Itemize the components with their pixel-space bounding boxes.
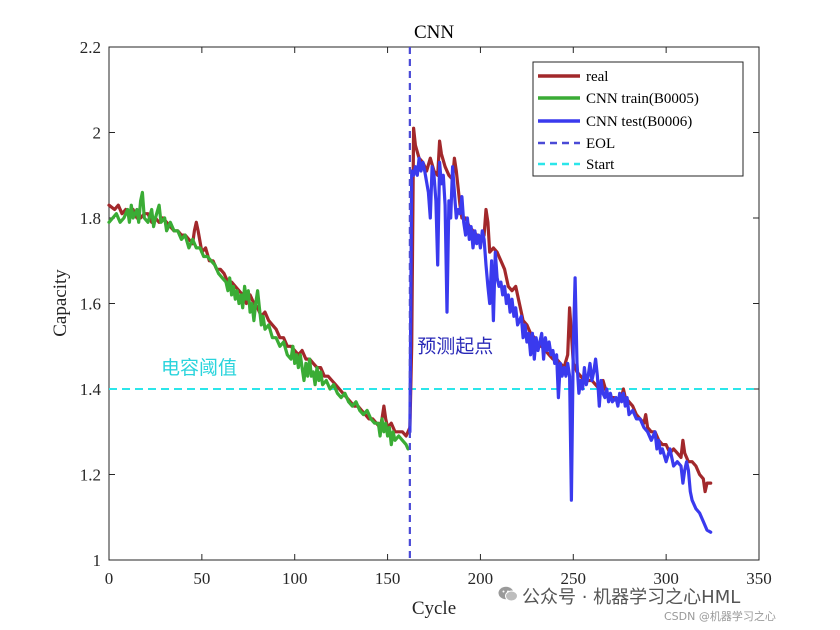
legend-label-start: Start: [586, 157, 615, 173]
y-tick-label: 1.2: [80, 466, 101, 485]
series-cnn-test-line: [408, 156, 713, 534]
plot-lines: [107, 47, 759, 560]
x-axis-label: Cycle: [412, 598, 456, 619]
annotation-capacity-threshold: 电容阈值: [161, 357, 237, 379]
legend-label-eol: EOL: [586, 136, 615, 152]
legend-label-cnn-train: CNN train(B0005): [586, 91, 699, 107]
y-tick-label: 2.2: [80, 38, 101, 57]
legend-label-real: real: [586, 69, 608, 85]
y-tick-label: 1.6: [80, 295, 101, 314]
y-tick-label: 1: [93, 551, 102, 570]
wechat-icon: [498, 586, 518, 602]
x-tick-label: 300: [653, 569, 679, 588]
x-tick-label: 150: [375, 569, 401, 588]
series-cnn-train-line: [107, 190, 410, 451]
x-tick-label: 50: [193, 569, 210, 588]
y-tick-label: 1.4: [80, 380, 102, 399]
watermark-csdn: CSDN @机器学习之心: [664, 610, 776, 623]
x-tick-label: 0: [105, 569, 114, 588]
watermark-text: 公众号 · 机器学习之心HML: [522, 587, 741, 608]
axis-ticks: 0 50 100 150 200 250 300 350 1 1.2 1.4 1.6 1.8 2 2.2: [80, 38, 772, 588]
legend: real CNN train(B0005) CNN test(B0006) EO…: [532, 61, 744, 177]
y-tick-label: 1.8: [80, 209, 101, 228]
x-tick-label: 250: [561, 569, 587, 588]
x-tick-label: 350: [746, 569, 772, 588]
x-tick-label: 100: [282, 569, 308, 588]
chart-title: CNN: [414, 22, 454, 43]
x-tick-label: 200: [468, 569, 494, 588]
y-tick-label: 2: [93, 124, 102, 143]
legend-box: [532, 61, 744, 177]
annotation-prediction-start: 预测起点: [417, 336, 493, 358]
legend-label-cnn-test: CNN test(B0006): [586, 114, 692, 130]
y-axis-label: Capacity: [50, 269, 71, 337]
